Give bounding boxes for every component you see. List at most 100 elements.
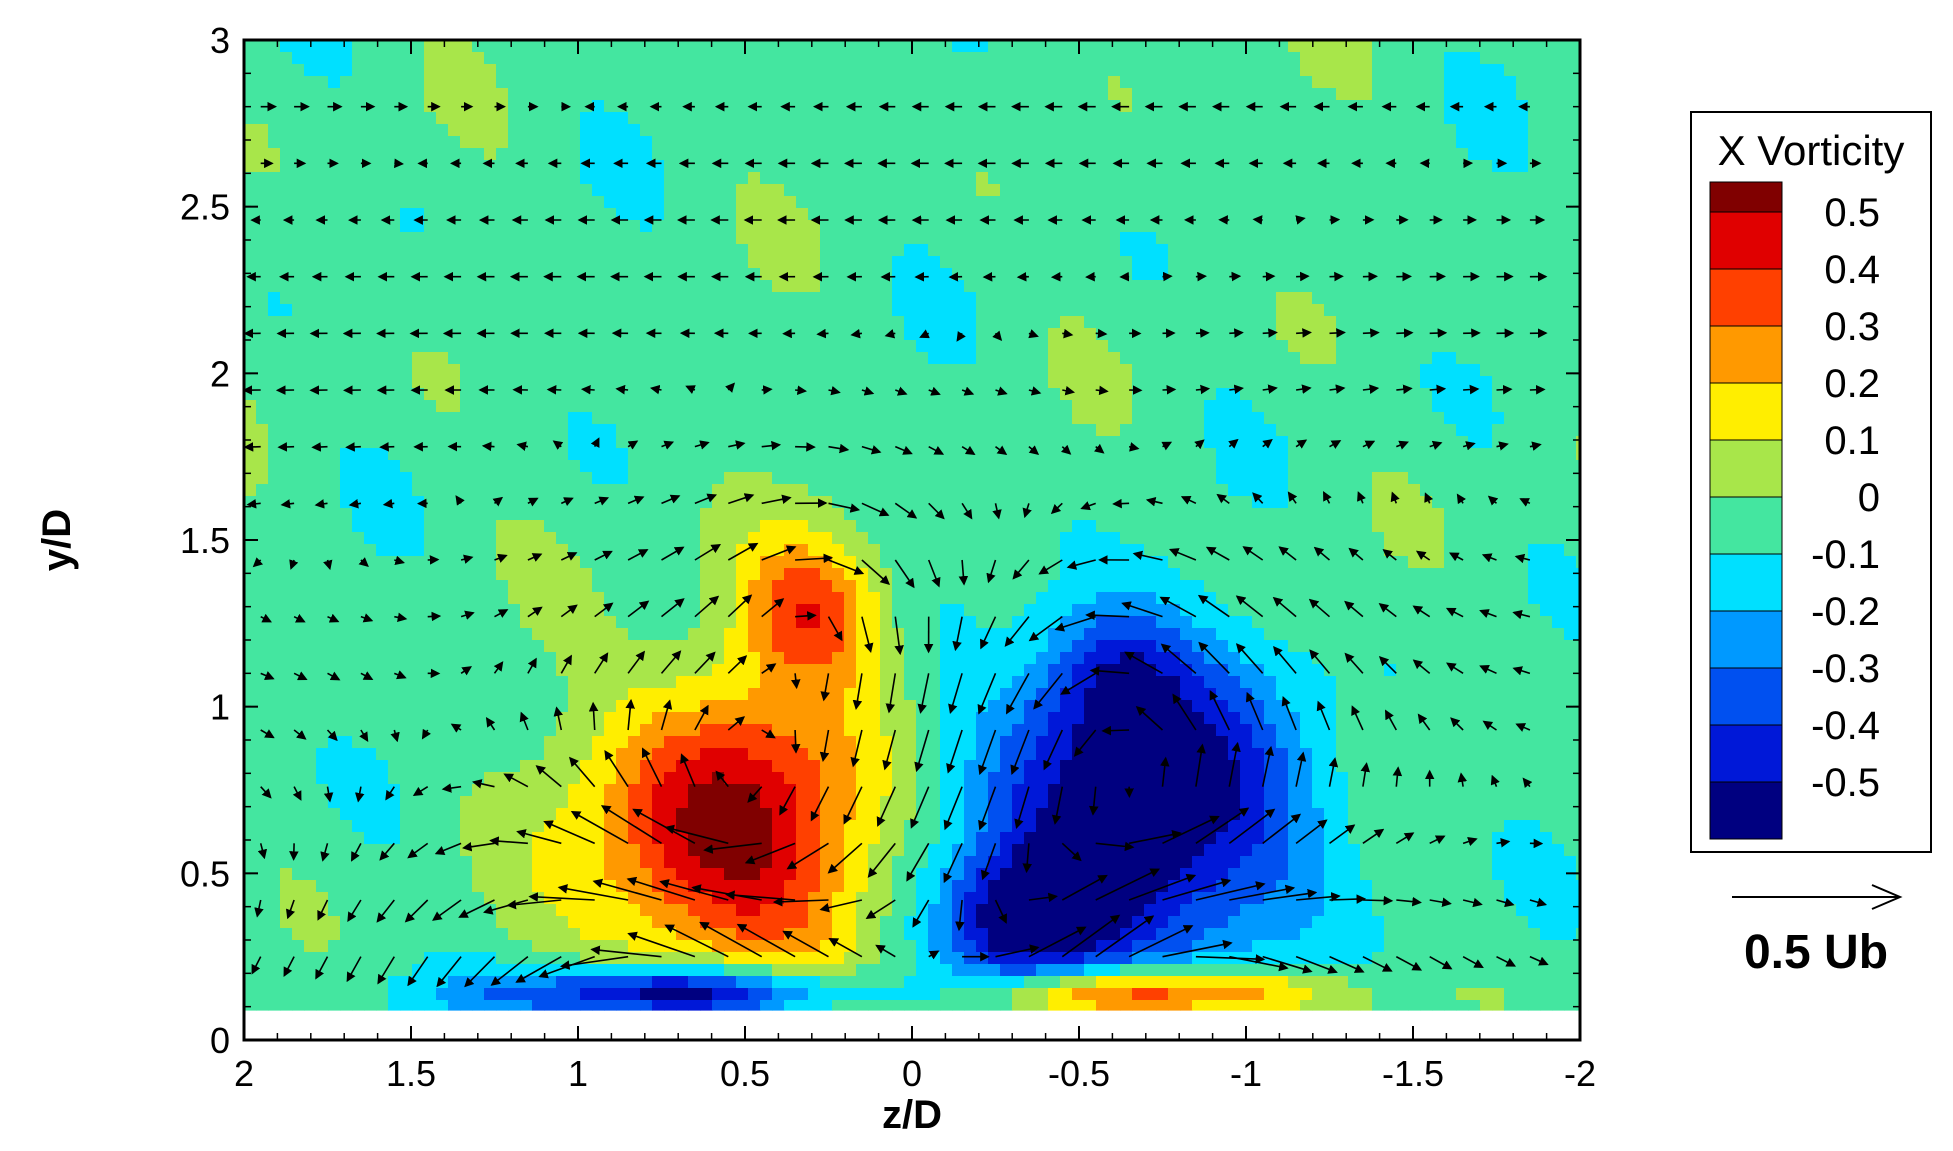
contour-cell-3568 xyxy=(1396,412,1409,425)
contour-cell-169 xyxy=(928,52,941,65)
contour-cell-2559 xyxy=(1384,304,1397,317)
contour-cell-2575 xyxy=(1576,304,1580,317)
contour-cell-1935 xyxy=(616,244,629,257)
contour-cell-3549 xyxy=(1168,412,1181,425)
contour-cell-2061 xyxy=(784,256,797,269)
contour-cell-3503 xyxy=(616,412,629,425)
contour-cell-4273 xyxy=(448,496,461,509)
contour-cell-3379 xyxy=(472,400,485,413)
contour-cell-4303 xyxy=(808,496,821,509)
contour-cell-1567 xyxy=(1576,196,1580,209)
contour-cell-998 xyxy=(1468,136,1481,149)
contour-cell-331 xyxy=(1528,64,1541,77)
contour-cell-2475 xyxy=(376,304,389,317)
contour-cell-3139 xyxy=(280,376,293,389)
contour-cell-949 xyxy=(880,136,893,149)
contour-cell-4872 xyxy=(916,556,929,569)
contour-cell-144 xyxy=(628,52,641,65)
contour-cell-1530 xyxy=(1132,196,1145,209)
contour-cell-2325 xyxy=(1264,280,1277,293)
contour-cell-1899 xyxy=(1528,232,1541,245)
contour-cell-3988 xyxy=(1060,460,1073,473)
contour-cell-360 xyxy=(532,76,545,89)
contour-cell-857 xyxy=(1120,124,1133,137)
contour-cell-1290 xyxy=(940,172,953,185)
contour-cell-3091 xyxy=(1048,364,1061,377)
contour-cell-648 xyxy=(1300,100,1313,113)
contour-cell-3928 xyxy=(340,460,353,473)
contour-cell-548 xyxy=(1444,88,1457,101)
contour-cell-3240 xyxy=(1492,376,1505,389)
contour-cell-1404 xyxy=(964,184,977,197)
contour-cell-3759 xyxy=(1000,436,1013,449)
contour-cell-2337 xyxy=(1408,280,1421,293)
contour-cell-2272 xyxy=(628,280,641,293)
contour-cell-2488 xyxy=(532,304,545,317)
contour-cell-3506 xyxy=(652,412,665,425)
contour-cell-864 xyxy=(1204,124,1217,137)
contour-cell-1745 xyxy=(1024,220,1037,233)
contour-cell-734 xyxy=(988,112,1001,125)
contour-cell-970 xyxy=(1132,136,1145,149)
contour-cell-229 xyxy=(304,64,317,77)
contour-cell-3223 xyxy=(1288,376,1301,389)
contour-cell-2100 xyxy=(1252,256,1265,269)
contour-cell-2408 xyxy=(916,292,929,305)
contour-cell-2708 xyxy=(484,328,497,341)
contour-cell-1692 xyxy=(388,220,401,233)
contour-cell-1568 xyxy=(244,208,257,221)
contour-cell-4136 xyxy=(1492,472,1505,485)
contour-cell-3396 xyxy=(676,400,689,413)
contour-cell-274 xyxy=(844,64,857,77)
contour-cell-3572 xyxy=(1444,412,1457,425)
contour-cell-4424 xyxy=(916,508,929,521)
contour-cell-2134 xyxy=(316,268,329,281)
contour-cell-2188 xyxy=(964,268,977,281)
contour-cell-3508 xyxy=(676,412,689,425)
contour-cell-424 xyxy=(1300,76,1313,89)
contour-cell-673 xyxy=(256,112,269,125)
contour-cell-71 xyxy=(1096,40,1109,53)
contour-cell-1324 xyxy=(1348,172,1361,185)
contour-cell-1666 xyxy=(1420,208,1433,221)
contour-cell-1607 xyxy=(712,208,725,221)
contour-cell-4844 xyxy=(580,556,593,569)
contour-cell-582 xyxy=(508,100,521,113)
contour-cell-2153 xyxy=(544,268,557,281)
contour-cell-3192 xyxy=(916,376,929,389)
contour-cell-882 xyxy=(1420,124,1433,137)
contour-cell-1681 xyxy=(256,220,269,233)
contour-cell-3395 xyxy=(664,400,677,413)
contour-cell-4155 xyxy=(376,484,389,497)
contour-cell-1196 xyxy=(1156,160,1169,173)
contour-cell-218 xyxy=(1516,52,1529,65)
contour-cell-2083 xyxy=(1048,256,1061,269)
contour-cell-462 xyxy=(412,88,425,101)
contour-cell-102 xyxy=(1468,40,1481,53)
contour-cell-1151 xyxy=(616,160,629,173)
contour-cell-483 xyxy=(664,88,677,101)
contour-cell-2320 xyxy=(1204,280,1217,293)
contour-cell-3198 xyxy=(988,376,1001,389)
contour-cell-3915 xyxy=(1528,448,1541,461)
contour-cell-486 xyxy=(700,88,713,101)
contour-cell-2622 xyxy=(796,316,809,329)
contour-cell-3179 xyxy=(760,376,773,389)
contour-cell-2663 xyxy=(1288,316,1301,329)
contour-cell-2584 xyxy=(340,316,353,329)
contour-cell-3697 xyxy=(256,436,269,449)
contour-cell-4891 xyxy=(1144,556,1157,569)
contour-cell-2374 xyxy=(508,292,521,305)
contour-cell-158 xyxy=(796,52,809,65)
contour-cell-4715 xyxy=(376,544,389,557)
contour-cell-3961 xyxy=(736,460,749,473)
contour-cell-3750 xyxy=(892,436,905,449)
contour-cell-1088 xyxy=(1204,148,1217,161)
contour-cell-4011 xyxy=(1336,460,1349,473)
contour-cell-2811 xyxy=(376,340,389,353)
contour-cell-2569 xyxy=(1504,304,1517,317)
contour-cell-3545 xyxy=(1120,412,1133,425)
contour-cell-4399 xyxy=(616,508,629,521)
contour-cell-3260 xyxy=(388,388,401,401)
contour-cell-634 xyxy=(1132,100,1145,113)
